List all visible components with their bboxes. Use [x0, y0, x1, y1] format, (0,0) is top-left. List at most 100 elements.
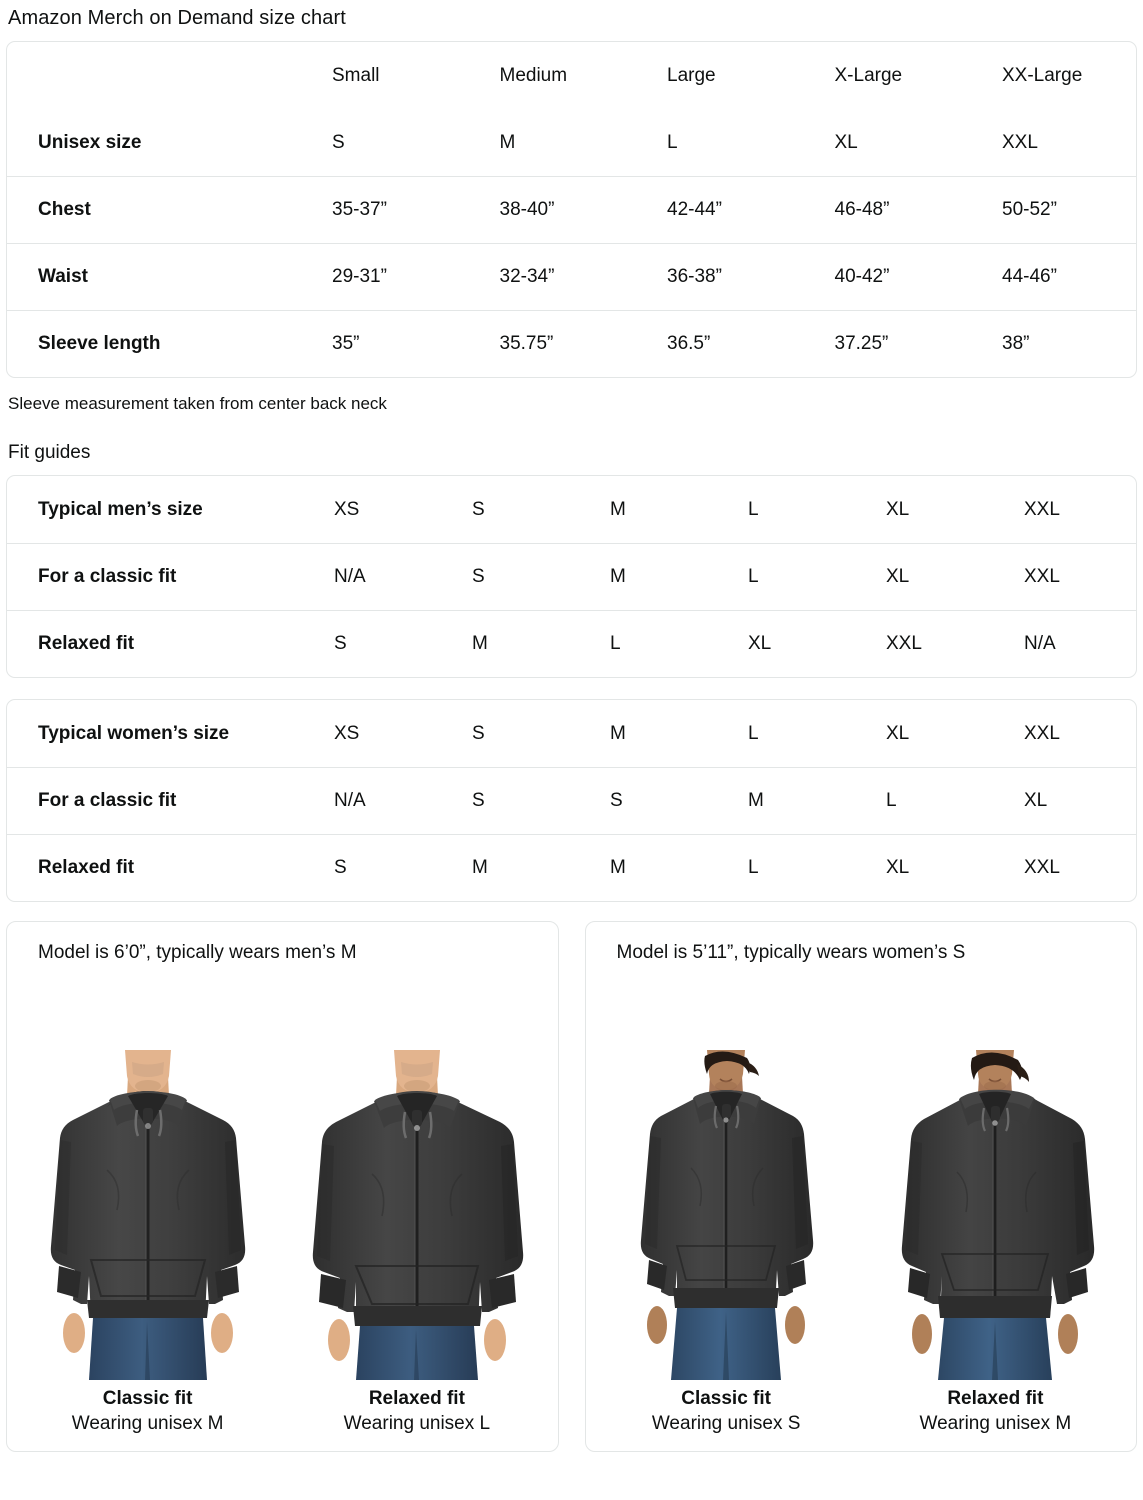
cell-womens-typical-6: XXL [1024, 722, 1060, 744]
wearing-label: Wearing unisex M [71, 1413, 224, 1434]
table-row: Typical men’s size XS S M L XL XXL [7, 476, 1136, 543]
row-label-typical-womens-size: Typical women’s size [38, 722, 230, 744]
row-label-mens-relaxed-fit: Relaxed fit [7, 609, 334, 677]
cell-mens-relaxed-6: N/A [1024, 609, 1136, 677]
cell-mens-classic-1: N/A [334, 542, 472, 610]
cell-womens-classic-5: L [886, 766, 1024, 834]
cell-mens-typical-4: L [748, 498, 759, 520]
mens-classic-fit-caption: Classic fit Wearing unisex M [72, 1380, 224, 1451]
cell-mens-typical-6: XXL [1024, 498, 1060, 520]
table-row: Typical women’s size XS S M L XL XXL [7, 700, 1136, 767]
cell-chest-small: 35-37” [332, 175, 500, 243]
cell-womens-classic-4: M [748, 766, 886, 834]
cell-chest-x-large: 46-48” [834, 175, 1002, 243]
cell-mens-relaxed-3: L [610, 609, 748, 677]
cell-mens-relaxed-1: S [334, 609, 472, 677]
cell-womens-relaxed-4: L [748, 833, 886, 901]
womens-model-card-title: Model is 5’11”, typically wears women’s … [616, 942, 966, 963]
row-label-mens-classic-fit: For a classic fit [7, 542, 334, 610]
cell-mens-classic-5: XL [886, 542, 1024, 610]
female-model-relaxed-fit-photo [861, 1050, 1130, 1380]
male-model-classic-fit-photo [13, 1050, 282, 1380]
page-title: Amazon Merch on Demand size chart [8, 7, 346, 29]
row-label-womens-classic-fit: For a classic fit [7, 766, 334, 834]
mens-relaxed-fit-figure: Relaxed fit Wearing unisex L [282, 1050, 551, 1451]
cell-waist-medium: 32-34” [499, 242, 667, 310]
cell-sleeve-x-large: 37.25” [834, 309, 1002, 377]
cell-waist-small: 29-31” [332, 242, 500, 310]
womens-model-figures: Classic fit Wearing unisex S [586, 964, 1137, 1451]
fit-guides-label: Fit guides [8, 442, 91, 463]
cell-chest-large: 42-44” [667, 175, 835, 243]
cell-unisex-medium: M [499, 131, 516, 153]
cell-mens-classic-6: XXL [1024, 542, 1136, 610]
womens-classic-fit-caption: Classic fit Wearing unisex S [652, 1380, 801, 1451]
mens-fit-guide-table: Typical men’s size XS S M L XL XXL For a… [7, 476, 1136, 677]
cell-mens-classic-4: L [748, 542, 886, 610]
wearing-label: Wearing unisex L [343, 1413, 491, 1434]
cell-unisex-large: L [667, 131, 678, 153]
table-row: Waist 29-31” 32-34” 36-38” 40-42” 44-46” [7, 242, 1136, 310]
cell-mens-typical-1: XS [334, 498, 360, 520]
cell-womens-classic-3: S [610, 766, 748, 834]
row-label-unisex-size: Unisex size [38, 131, 142, 153]
cell-mens-classic-3: M [610, 542, 748, 610]
table-spacer [6, 678, 1137, 688]
cell-waist-xx-large: 44-46” [1002, 242, 1136, 310]
row-label-chest: Chest [7, 175, 332, 243]
column-header-x-large: X-Large [834, 65, 903, 86]
cell-womens-typical-3: M [610, 722, 626, 744]
fit-label: Classic fit [102, 1388, 193, 1409]
womens-relaxed-fit-figure: Relaxed fit Wearing unisex M [861, 1050, 1130, 1451]
womens-model-card: Model is 5’11”, typically wears women’s … [584, 921, 1137, 1452]
wearing-label: Wearing unisex M [919, 1413, 1072, 1434]
cell-mens-typical-3: M [610, 498, 626, 520]
cell-mens-typical-2: S [472, 498, 485, 520]
table-row: Sleeve length 35” 35.75” 36.5” 37.25” 38… [7, 309, 1136, 377]
cell-womens-typical-1: XS [334, 722, 360, 744]
column-header-xx-large: XX-Large [1002, 65, 1083, 86]
table-row: Chest 35-37” 38-40” 42-44” 46-48” 50-52” [7, 175, 1136, 243]
cell-unisex-x-large: XL [834, 131, 858, 153]
row-label-typical-mens-size: Typical men’s size [38, 498, 203, 520]
cell-womens-classic-1: N/A [334, 766, 472, 834]
model-cards-row: Model is 6’0”, typically wears men’s M [6, 921, 1137, 1452]
mens-model-card: Model is 6’0”, typically wears men’s M [6, 921, 559, 1452]
cell-womens-typical-2: S [472, 722, 485, 744]
womens-fit-guide-table-card: Typical women’s size XS S M L XL XXL For… [6, 699, 1137, 902]
womens-classic-fit-figure: Classic fit Wearing unisex S [592, 1050, 861, 1451]
column-header-small: Small [332, 65, 380, 86]
cell-chest-medium: 38-40” [499, 175, 667, 243]
cell-unisex-xx-large: XXL [1002, 131, 1038, 153]
cell-mens-typical-5: XL [886, 498, 910, 520]
womens-relaxed-fit-caption: Relaxed fit Wearing unisex M [920, 1380, 1072, 1451]
cell-womens-relaxed-6: XXL [1024, 833, 1136, 901]
row-label-waist: Waist [7, 242, 332, 310]
cell-sleeve-medium: 35.75” [499, 309, 667, 377]
cell-womens-typical-4: L [748, 722, 759, 744]
size-measurement-table-card: Small Medium Large X-Large XX-Large Unis… [6, 41, 1137, 378]
row-label-womens-relaxed-fit: Relaxed fit [7, 833, 334, 901]
womens-fit-guide-table: Typical women’s size XS S M L XL XXL For… [7, 700, 1136, 901]
cell-mens-classic-2: S [472, 542, 610, 610]
cell-womens-classic-6: XL [1024, 766, 1136, 834]
sleeve-measurement-note: Sleeve measurement taken from center bac… [8, 394, 387, 413]
cell-sleeve-xx-large: 38” [1002, 309, 1136, 377]
fit-label: Relaxed fit [947, 1388, 1044, 1409]
wearing-label: Wearing unisex S [651, 1413, 801, 1434]
column-header-medium: Medium [499, 65, 568, 86]
column-header-large: Large [667, 65, 716, 86]
female-model-classic-fit-photo [592, 1050, 861, 1380]
cell-womens-relaxed-3: M [610, 833, 748, 901]
cell-unisex-small: S [332, 131, 345, 153]
table-row: Unisex size S M L XL XXL [7, 109, 1136, 176]
mens-model-card-title: Model is 6’0”, typically wears men’s M [38, 942, 357, 963]
cell-chest-xx-large: 50-52” [1002, 175, 1136, 243]
cell-mens-relaxed-5: XXL [886, 609, 1024, 677]
row-label-sleeve-length: Sleeve length [7, 309, 332, 377]
column-header-blank [7, 42, 332, 109]
table-row: For a classic fit N/A S M L XL XXL [7, 542, 1136, 610]
cell-sleeve-small: 35” [332, 309, 500, 377]
cell-mens-relaxed-4: XL [748, 609, 886, 677]
